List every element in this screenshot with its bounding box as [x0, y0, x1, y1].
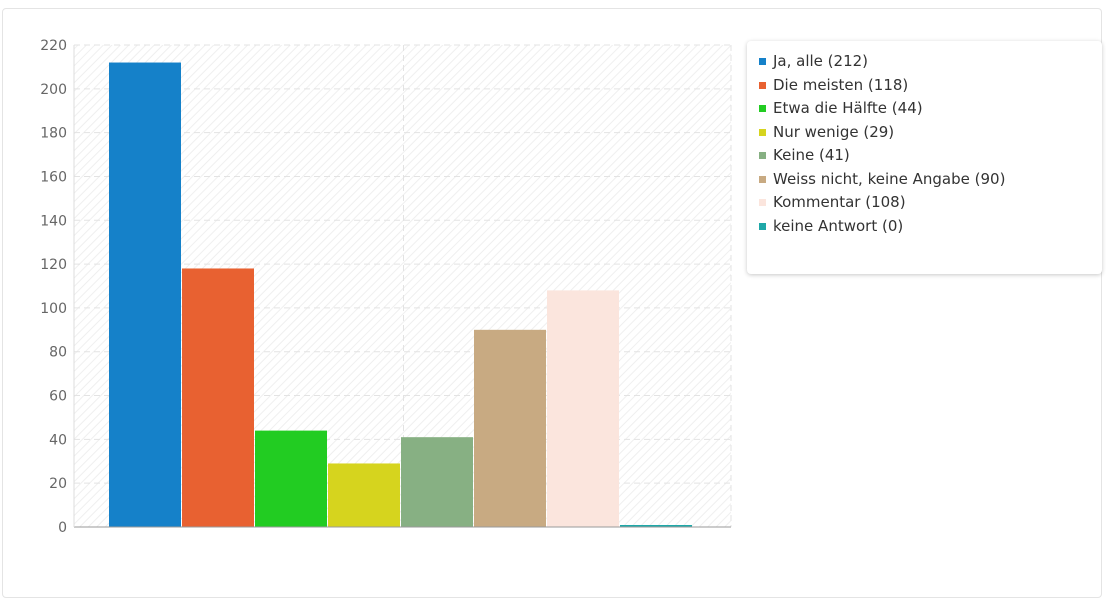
y-tick-label: 100 [40, 301, 67, 317]
bar[interactable] [109, 62, 181, 527]
bars [109, 62, 692, 527]
legend-label: Ja, alle (212) [773, 52, 869, 70]
legend-item: Keine (41) [759, 144, 1102, 168]
bar[interactable] [620, 525, 692, 527]
bar[interactable] [255, 430, 327, 527]
legend-item: Ja, alle (212) [759, 50, 1102, 74]
y-tick-label: 200 [40, 82, 67, 98]
bar[interactable] [474, 329, 546, 527]
legend-swatch [759, 175, 766, 183]
legend-label: Keine (41) [773, 146, 850, 164]
legend-item: keine Antwort (0) [759, 215, 1102, 239]
y-axis-ticks: 0 20 40 60 80 100 120 140 160 180 200 220 [40, 38, 67, 536]
legend-swatch [759, 222, 766, 230]
y-tick-label: 120 [40, 257, 67, 273]
bar-chart: 0 20 40 60 80 100 120 140 160 180 200 220 [40, 38, 732, 536]
chart-legend: Ja, alle (212) Die meisten (118) Etwa di… [747, 41, 1102, 274]
y-tick-label: 140 [40, 213, 67, 229]
legend-swatch [759, 199, 766, 207]
bar[interactable] [401, 437, 473, 527]
legend-swatch [759, 105, 766, 113]
legend-swatch [759, 128, 766, 136]
y-tick-label: 220 [40, 38, 67, 54]
axes [73, 45, 731, 528]
legend-swatch [759, 58, 766, 66]
legend-item: Nur wenige (29) [759, 121, 1102, 145]
legend-item: Kommentar (108) [759, 191, 1102, 215]
legend-label: keine Antwort (0) [773, 216, 904, 235]
y-tick-label: 60 [49, 389, 67, 405]
legend-label: Die meisten (118) [773, 75, 909, 94]
y-tick-label: 160 [40, 169, 67, 185]
legend-label: Etwa die Hälfte (44) [773, 99, 923, 117]
chart-card: 0 20 40 60 80 100 120 140 160 180 200 220 Ja, alle … [2, 8, 1102, 598]
legend-label: Kommentar (108) [773, 193, 906, 211]
y-tick-label: 180 [40, 126, 67, 142]
bar[interactable] [547, 290, 619, 527]
bar[interactable] [182, 268, 254, 527]
legend-item: Die meisten (118) [759, 74, 1102, 98]
legend-item: Etwa die Hälfte (44) [759, 97, 1102, 121]
y-tick-label: 80 [49, 345, 67, 361]
bar[interactable] [328, 463, 400, 527]
y-tick-label: 20 [49, 476, 67, 492]
y-tick-label: 0 [58, 520, 67, 536]
legend-swatch [759, 81, 766, 89]
legend-label: Weiss nicht, keine Angabe (90) [773, 169, 1006, 188]
legend-label: Nur wenige (29) [773, 122, 895, 141]
y-tick-label: 40 [49, 432, 67, 448]
legend-swatch [759, 152, 766, 160]
legend-item: Weiss nicht, keine Angabe (90) [759, 168, 1102, 192]
